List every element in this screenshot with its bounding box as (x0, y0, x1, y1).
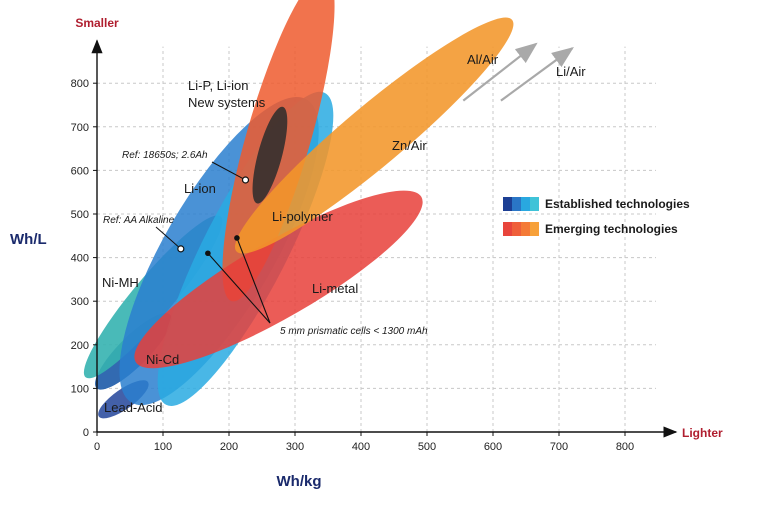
legend-swatch-2-1 (503, 222, 512, 236)
annotation-18650s: Ref: 18650s; 2.6Ah (122, 150, 208, 161)
label-ni-cd: Ni-Cd (146, 352, 179, 367)
label-li-polymer: Li-polymer (272, 209, 333, 224)
arrow-li-air (500, 47, 574, 102)
x-tick-label: 600 (484, 441, 502, 453)
y-tick-label: 400 (71, 253, 89, 265)
y-tick-label: 200 (71, 340, 89, 352)
annotation-aa-alkaline: Ref: AA Alkaline (103, 215, 175, 226)
x-direction-label: Lighter (682, 426, 723, 440)
label-li-ion: Li-ion (184, 181, 216, 196)
label-li-metal: Li-metal (312, 281, 358, 296)
legend-swatch-1-2 (512, 197, 521, 211)
y-tick-label: 600 (71, 165, 89, 177)
label-ni-mh: Ni-MH (102, 275, 139, 290)
y-tick-label: 0 (83, 427, 89, 439)
region-overlap-patch (252, 106, 288, 204)
y-tick-label: 100 (71, 383, 89, 395)
y-tick-label: 700 (71, 122, 89, 134)
legend-label-1: Established technologies (545, 197, 690, 211)
region-li-metal (134, 190, 423, 369)
x-axis-title: Wh/kg (277, 473, 322, 490)
y-axis-title: Wh/L (10, 231, 47, 248)
y-direction-label: Smaller (75, 16, 119, 30)
annotation-prismatic-marker-1 (205, 250, 211, 257)
annotation-aa-marker (177, 245, 185, 253)
x-tick-label: 400 (352, 441, 370, 453)
x-tick-label: 100 (154, 441, 172, 453)
legend-swatch-2-4 (530, 222, 539, 236)
y-tick-label: 500 (71, 209, 89, 221)
legend-swatch-2-3 (521, 222, 530, 236)
x-tick-label: 500 (418, 441, 436, 453)
region-zn-air (234, 17, 514, 254)
legend-swatch-1-1 (503, 197, 512, 211)
x-tick-label: 200 (220, 441, 238, 453)
legend-swatch-1-3 (521, 197, 530, 211)
label-li-p-li-ion-new-systems-line-1: Li-P, Li-ion (188, 78, 248, 93)
label-lead-acid: Lead-Acid (104, 400, 163, 415)
y-tick-label: 300 (71, 296, 89, 308)
label-li-air: Li/Air (556, 64, 586, 79)
annotation-prismatic-marker-2 (234, 235, 240, 241)
x-tick-label: 300 (286, 441, 304, 453)
annotation-aa-leader (155, 226, 182, 250)
annotation-18650-marker (241, 176, 250, 184)
annotation-prismatic-leader-1 (207, 252, 271, 324)
legend-label-2: Emerging technologies (545, 222, 678, 236)
y-tick-label: 800 (71, 78, 89, 90)
x-tick-label: 0 (94, 441, 100, 453)
annotation-18650-leader (211, 161, 246, 181)
annotation-prismatic-leader-2 (236, 237, 271, 324)
arrow-al-air (462, 42, 538, 102)
x-tick-label: 800 (616, 441, 634, 453)
label-al-air: Al/Air (467, 52, 499, 67)
annotation-prismatic-cells: 5 mm prismatic cells < 1300 mAh (280, 326, 428, 337)
legend-swatch-1-4 (530, 197, 539, 211)
legend-swatch-2-2 (512, 222, 521, 236)
label-zn-air: Zn/Air (392, 138, 427, 153)
x-tick-label: 700 (550, 441, 568, 453)
label-li-p-li-ion-new-systems-line-2: New systems (188, 95, 266, 110)
